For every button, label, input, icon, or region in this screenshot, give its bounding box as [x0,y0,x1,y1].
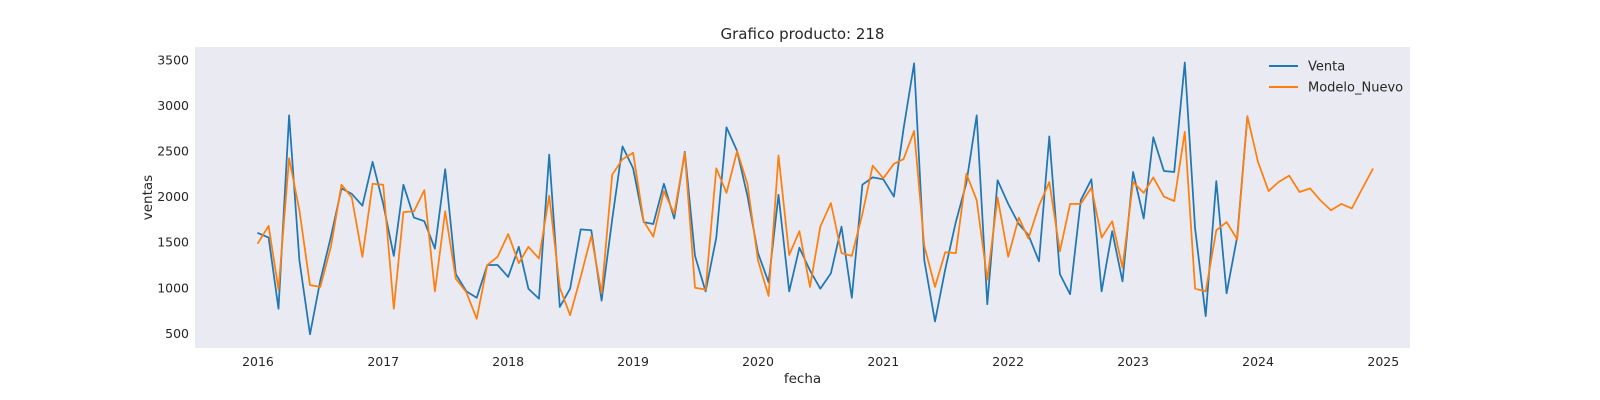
y-tick-label: 3000 [157,98,189,113]
x-tick-label: 2023 [1117,354,1149,369]
legend-label: Venta [1308,60,1345,75]
y-axis-ticks: 500 1000 1500 2000 2500 3000 3500 [157,52,189,341]
x-tick-label: 2024 [1242,354,1274,369]
series-lines [257,61,1374,336]
y-tick-label: 1500 [157,235,189,250]
x-tick-label: 2021 [867,354,899,369]
x-tick-label: 2025 [1367,354,1399,369]
x-tick-label: 2022 [992,354,1024,369]
y-tick-label: 2500 [157,143,189,158]
y-tick-label: 2000 [157,189,189,204]
x-tick-label: 2016 [242,354,274,369]
y-tick-label: 1000 [157,280,189,295]
x-tick-label: 2020 [742,354,774,369]
x-axis-label: fecha [784,371,821,387]
x-axis-ticks: 2016 2017 2018 2019 2020 2021 2022 2023 2024 2025 [242,354,1399,369]
series-line-modelo-nuevo [257,115,1374,320]
chart-title: Grafico producto: 218 [721,25,885,43]
x-tick-label: 2019 [617,354,649,369]
legend: Venta Modelo_Nuevo [1269,60,1403,96]
legend-label: Modelo_Nuevo [1308,81,1403,96]
y-axis-label: ventas [140,175,156,220]
plot-background [195,47,1410,348]
x-tick-label: 2017 [367,354,399,369]
y-tick-label: 500 [165,326,189,341]
y-tick-label: 3500 [157,52,189,67]
x-tick-label: 2018 [492,354,524,369]
